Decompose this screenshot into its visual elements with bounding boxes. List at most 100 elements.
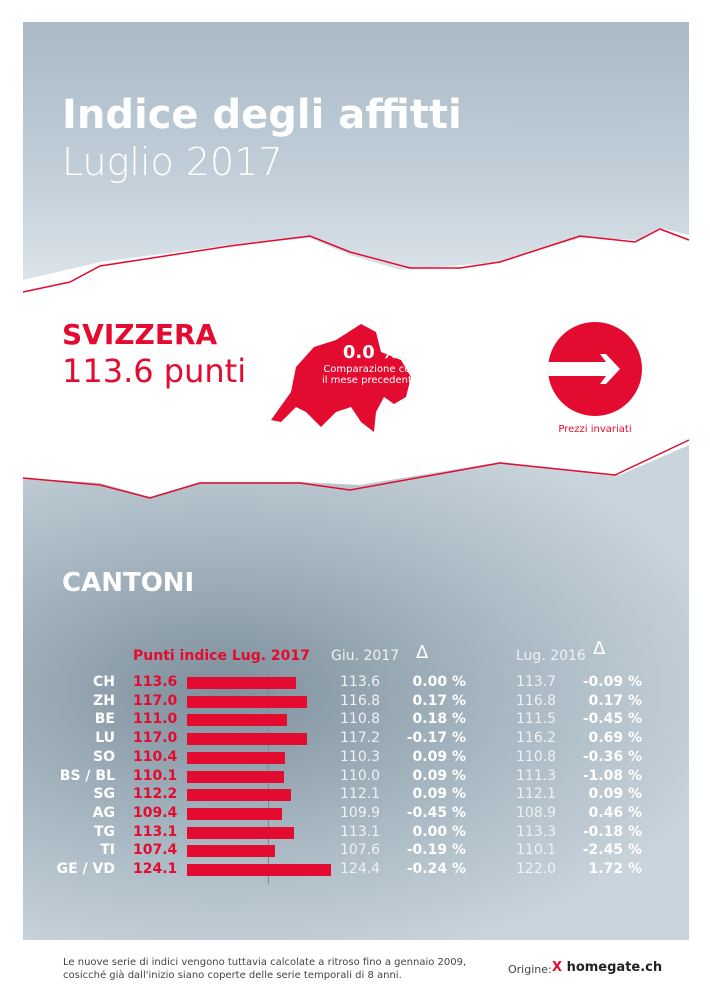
delta-year: -0.36 % (582, 748, 642, 765)
delta-month: -0.17 % (406, 730, 466, 747)
index-value: 113.6 (133, 674, 178, 690)
canton-code: CH (93, 674, 115, 690)
delta-month: 0.09 % (412, 748, 466, 765)
delta-month: 0.17 % (412, 692, 466, 709)
table-row: SG 112.2 112.1 0.09 % 112.1 0.09 % (0, 786, 710, 805)
caption-line: il mese precedente (321, 375, 419, 386)
giu-2017-value: 117.2 (340, 730, 381, 747)
bar (187, 789, 291, 802)
giu-2017-value: 116.8 (340, 692, 381, 709)
trend-label: Prezzi invariati (558, 424, 632, 435)
delta-year: 0.69 % (588, 730, 642, 747)
giu-2017-value: 112.1 (340, 786, 381, 803)
caption-line: Comparazione con (323, 364, 417, 375)
delta-month: 0.09 % (412, 786, 466, 803)
bar (187, 714, 287, 727)
index-value: 107.4 (133, 842, 178, 859)
canton-code: LU (95, 730, 115, 747)
canton-code: SG (93, 786, 115, 803)
delta-month-header: Δ (416, 642, 429, 663)
index-value: 109.4 (133, 804, 178, 821)
delta-month: 0.00 % (412, 674, 466, 690)
giu-2017-value: 110.3 (340, 748, 381, 765)
delta-month: 0.18 % (412, 711, 466, 728)
delta-year: 1.72 % (588, 861, 642, 877)
canton-code: TG (93, 823, 115, 840)
brand-mark: X (552, 960, 563, 975)
index-value: 110.1 (133, 767, 178, 784)
table-row: BE 111.0 110.8 0.18 % 111.5 -0.45 % (0, 711, 710, 730)
delta-year: -0.09 % (582, 674, 642, 690)
delta-year: 0.17 % (588, 692, 642, 709)
lug-2016-value: 111.3 (516, 767, 557, 784)
giu-2017-value: 124.4 (340, 861, 381, 877)
delta-year: -0.45 % (582, 711, 642, 728)
bar (187, 826, 294, 839)
table-row: SO 110.4 110.3 0.09 % 110.8 -0.36 % (0, 749, 710, 768)
giu-2017-value: 107.6 (340, 842, 381, 859)
table-row: LU 117.0 117.2 -0.17 % 116.2 0.69 % (0, 730, 710, 749)
index-value: 117.0 (133, 692, 178, 709)
footnote-line: cosicché già dall'inizio siano coperte d… (63, 970, 402, 981)
index-value: 112.2 (133, 786, 178, 803)
bar (187, 864, 331, 876)
canton-code: GE / VD (56, 861, 115, 877)
table-row: CH 113.6 113.6 0.00 % 113.7 -0.09 % (0, 674, 710, 693)
brand-name: homegate.ch (566, 960, 663, 975)
footnote: Le nuove serie di indici vengono tuttavi… (63, 956, 466, 982)
delta-year: -0.18 % (582, 823, 642, 840)
table-row: AG 109.4 109.9 -0.45 % 108.9 0.46 % (0, 805, 710, 824)
delta-year-header: Δ (593, 638, 606, 659)
bar (187, 770, 284, 783)
lug-2016-value: 111.5 (516, 711, 557, 728)
canton-code: TI (100, 842, 115, 859)
canton-code: ZH (93, 692, 115, 709)
canton-code: BS / BL (59, 767, 115, 784)
bar (187, 695, 307, 708)
delta-year: 0.09 % (588, 786, 642, 803)
cantons-background (23, 440, 689, 940)
lug-2016-value: 112.1 (516, 786, 557, 803)
index-value: 124.1 (133, 861, 178, 877)
page-subtitle: Luglio 2017 (62, 140, 283, 184)
giu-2017-value: 110.0 (340, 767, 381, 784)
delta-month: 0.09 % (412, 767, 466, 784)
lug-2016-value: 122.0 (516, 861, 557, 877)
column-header-giu: Giu. 2017 (331, 648, 400, 664)
canton-code: SO (93, 748, 115, 765)
page-title: Indice degli affitti (62, 92, 462, 138)
bar (187, 807, 282, 820)
footnote-line: Le nuove serie di indici vengono tuttavi… (63, 957, 467, 968)
delta-month: -0.19 % (406, 842, 466, 859)
delta-year: 0.46 % (588, 804, 642, 821)
delta-month: 0.00 % (412, 823, 466, 840)
delta-month: -0.24 % (406, 861, 466, 877)
bar (187, 751, 285, 764)
bar (187, 733, 307, 746)
column-header-lug: Lug. 2016 (516, 648, 586, 664)
delta-month: -0.45 % (406, 804, 466, 821)
lug-2016-value: 110.1 (516, 842, 557, 859)
giu-2017-value: 113.1 (340, 823, 381, 840)
switzerland-map-icon (271, 324, 411, 432)
country-index-value: 113.6 punti (62, 352, 247, 390)
table-row: GE / VD 124.1 124.4 -0.24 % 122.0 1.72 % (0, 861, 710, 880)
lug-2016-value: 116.8 (516, 692, 557, 709)
brand-logo: X homegate.ch (552, 960, 662, 975)
table-row: ZH 117.0 116.8 0.17 % 116.8 0.17 % (0, 693, 710, 712)
lug-2016-value: 113.3 (516, 823, 557, 840)
index-value: 110.4 (133, 748, 178, 765)
index-value: 117.0 (133, 730, 178, 747)
giu-2017-value: 110.8 (340, 711, 381, 728)
table-row: TG 113.1 113.1 0.00 % 113.3 -0.18 % (0, 824, 710, 843)
country-label: SVIZZERA (62, 318, 218, 351)
lug-2016-value: 113.7 (516, 674, 557, 690)
canton-code: AG (92, 804, 115, 821)
monthly-change-caption: Comparazione con il mese precedente (300, 364, 440, 386)
origin-label: Origine: (508, 963, 552, 976)
bar (187, 677, 296, 689)
giu-2017-value: 109.9 (340, 804, 381, 821)
bar (187, 845, 275, 858)
index-value: 113.1 (133, 823, 178, 840)
